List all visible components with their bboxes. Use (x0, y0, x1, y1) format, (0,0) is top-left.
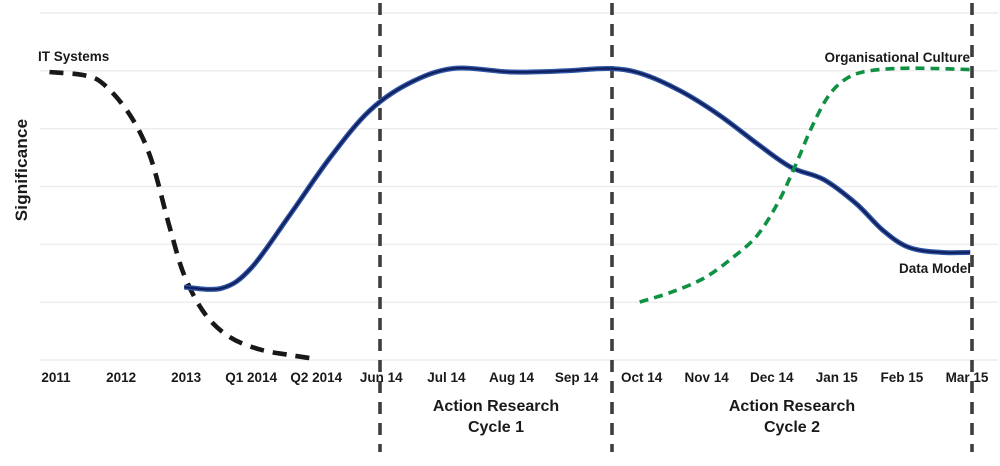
x-tick-label: Mar 15 (945, 370, 989, 385)
x-tick-label: Jun 14 (359, 370, 403, 385)
x-tick-label: Jan 15 (815, 370, 858, 385)
series-line-data-model (184, 65, 971, 292)
x-tick-label: Aug 14 (488, 370, 535, 385)
x-tick-label: Q2 2014 (290, 370, 343, 385)
x-tick-label: Dec 14 (750, 370, 794, 385)
x-tick-label: Q1 2014 (225, 370, 278, 385)
x-tick-label: Sep 14 (554, 370, 599, 385)
series-line-organisational-culture (639, 66, 971, 304)
series-label-organisational-culture: Organisational Culture (824, 50, 970, 65)
x-tick-label: Nov 14 (684, 370, 729, 385)
cycle-2-number: Cycle 2 (763, 419, 821, 436)
cycle-1-title: Action Research (432, 398, 560, 415)
series-line-core-data-model (184, 66, 971, 291)
cycle-2-title: Action Research (728, 398, 856, 415)
series-label-it-systems: IT Systems (38, 49, 110, 64)
x-tick-label: 2012 (106, 370, 137, 385)
annotation-action-research-cycle-2: Action Research Cycle 2 (729, 396, 855, 438)
x-tick-label: Oct 14 (620, 370, 663, 385)
x-tick-label: Feb 15 (880, 370, 924, 385)
cycle-1-number: Cycle 1 (467, 419, 525, 436)
series-label-data-model: Data Model (898, 261, 971, 276)
y-axis-title: Significance (12, 118, 31, 222)
annotation-action-research-cycle-1: Action Research Cycle 1 (433, 396, 559, 438)
x-tick-label: 2011 (41, 370, 71, 385)
x-tick-label: Jul 14 (427, 370, 466, 385)
series-line-it-systems (49, 69, 317, 362)
x-tick-label: 2013 (171, 370, 202, 385)
